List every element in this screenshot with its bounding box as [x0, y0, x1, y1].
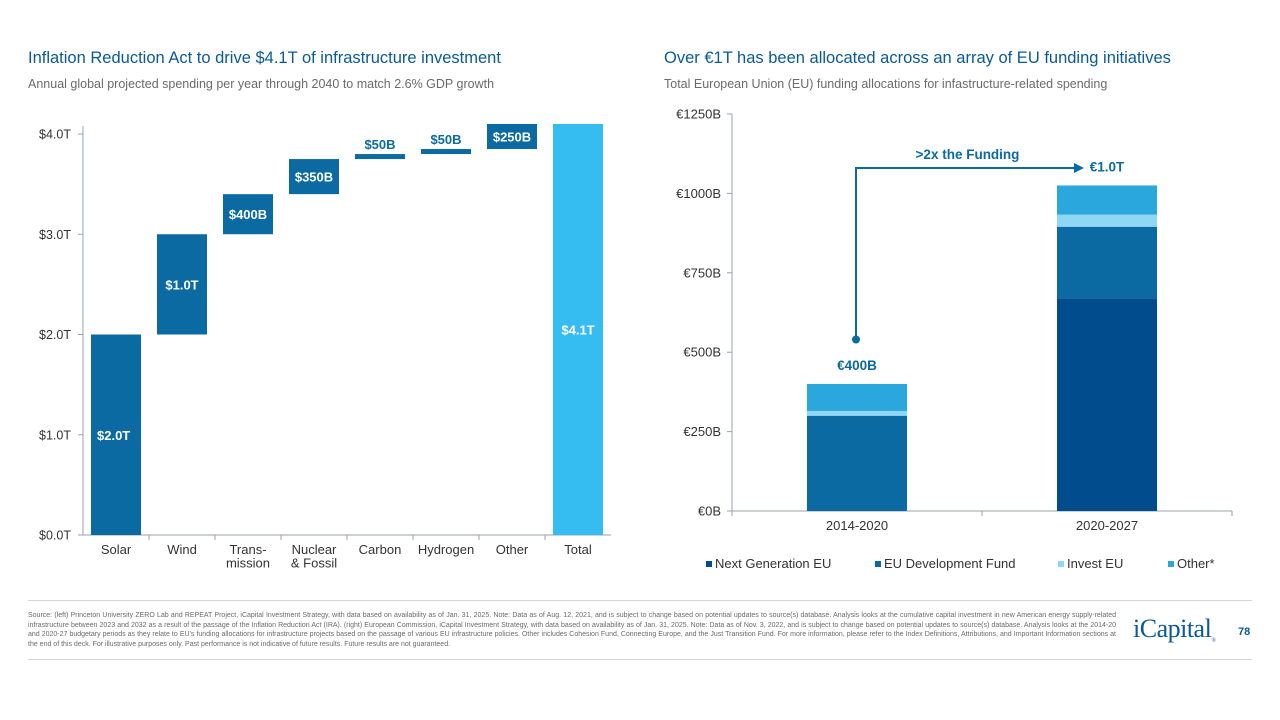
y-tick-label: $2.0T: [39, 328, 71, 342]
bar-data-label: $4.1T: [561, 322, 594, 337]
bar-segment-nextgenerationeu: [1057, 298, 1157, 511]
x-tick-label: Total: [564, 542, 592, 557]
y-tick-label: €1250B: [676, 107, 721, 122]
x-tick-label: Wind: [167, 542, 197, 557]
x-tick-label: 2014-2020: [826, 518, 888, 533]
bar-total-label: €1.0T: [1090, 159, 1125, 174]
bar-segment-eudevelopmentfund: [807, 415, 907, 511]
y-tick-label: €0B: [698, 504, 721, 519]
legend-label: Next Generation EU: [715, 556, 831, 571]
x-tick-label: Nuclear: [292, 542, 337, 557]
bar-segment-investeu: [1057, 214, 1157, 227]
right-chart-subtitle: Total European Union (EU) funding alloca…: [664, 77, 1108, 91]
legend-swatch: [1168, 561, 1174, 567]
bar-segment-investeu: [807, 410, 907, 416]
bar-data-label: $50B: [364, 137, 395, 152]
bar-data-label: $2.0T: [97, 428, 130, 443]
annotation-arrow-line: [855, 166, 1075, 340]
legend-swatch: [875, 561, 881, 567]
y-tick-label: $4.0T: [39, 128, 71, 142]
bar-data-label: $350B: [295, 170, 333, 185]
y-tick-label: €500B: [683, 345, 721, 360]
bar-nuclear: [289, 159, 339, 195]
bar-trans: [223, 194, 273, 235]
bar-wind: [157, 234, 207, 335]
y-tick-label: €250B: [683, 424, 721, 439]
bar-segment-other: [1057, 185, 1157, 215]
bar-data-label: $1.0T: [165, 277, 198, 292]
annotation-label: >2x the Funding: [916, 147, 1020, 162]
source-footnote: Source: (left) Princeton University ZERO…: [28, 612, 1116, 648]
x-tick-label: Trans-: [229, 542, 266, 557]
logo-text: iCapital: [1133, 614, 1212, 643]
bar-segment-eudevelopmentfund: [1057, 226, 1157, 299]
x-tick-label: Carbon: [359, 542, 402, 557]
legend-label: Other*: [1177, 556, 1215, 571]
legend-swatch: [1058, 561, 1064, 567]
x-tick-label: Hydrogen: [418, 542, 474, 557]
left-chart-title: Inflation Reduction Act to drive $4.1T o…: [28, 49, 501, 67]
eu-funding-chart: €0B €250B €500B €750B €1000B €1250B €400B 2014-…: [676, 107, 1233, 571]
bar-data-label: $250B: [493, 130, 531, 145]
x-tick-label: & Fossil: [291, 556, 337, 571]
bar-carbon: [355, 154, 405, 160]
bar-hydrogen: [421, 149, 471, 155]
x-tick-label: 2020-2027: [1076, 518, 1138, 533]
annotation-arrow-head: [1074, 162, 1084, 173]
bar-total: [553, 123, 603, 535]
y-tick-label: $1.0T: [39, 428, 71, 442]
left-chart-subtitle: Annual global projected spending per yea…: [28, 77, 495, 91]
footer-divider-top: [28, 600, 1252, 601]
x-tick-label: Solar: [101, 542, 132, 557]
bar-total-label: €400B: [837, 358, 877, 373]
y-tick-label: €1000B: [676, 186, 721, 201]
footer-divider-bottom: [28, 659, 1252, 660]
legend-label: EU Development Fund: [884, 556, 1016, 571]
bar-solar: [91, 334, 141, 535]
icapital-logo: iCapital®: [1133, 614, 1216, 644]
y-tick-label: €750B: [683, 265, 721, 280]
bar-data-label: $400B: [229, 207, 267, 222]
legend-swatch: [706, 561, 712, 567]
legend-label: Invest EU: [1067, 556, 1123, 571]
waterfall-chart: $0.0T $1.0T $2.0T $3.0T $4.0T $2.0T Solar $1.0T…: [39, 123, 611, 571]
x-tick-label: mission: [226, 556, 270, 571]
bar-other: [487, 123, 537, 150]
page-number: 78: [1238, 626, 1251, 638]
right-chart-title: Over €1T has been allocated across an ar…: [664, 49, 1171, 67]
bar-segment-other: [807, 383, 907, 411]
x-tick-label: Other: [496, 542, 529, 557]
y-tick-label: $0.0T: [39, 529, 71, 543]
y-tick-label: $3.0T: [39, 228, 71, 242]
bar-data-label: $50B: [430, 132, 461, 147]
